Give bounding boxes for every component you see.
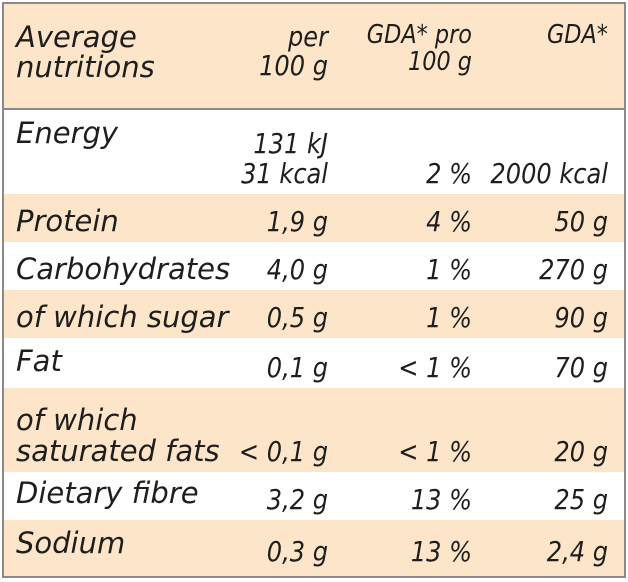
row-gdav-text: 90 g [554, 300, 608, 334]
row-gda: 13 % [352, 472, 472, 520]
table-header: Average nutritions per 100 g GDA* pro 10… [4, 4, 624, 110]
row-label-text: Protein [16, 203, 119, 238]
row-gda-text: 1 % [426, 252, 472, 286]
row-per: < 0,1 g [233, 388, 328, 472]
header-gda-line2: 100 g [408, 47, 472, 78]
row-gda: 1 % [352, 290, 472, 338]
row-per-text: 0,3 g [266, 534, 328, 568]
row-gda-text: 13 % [410, 482, 472, 516]
row-gdav-text: 25 g [554, 482, 608, 516]
row-per: 1,9 g [233, 194, 328, 242]
row-gda-text: 1 % [426, 300, 472, 334]
row-gdav-text: 2000 kcal [490, 156, 608, 190]
header-label-line1: Average [16, 20, 137, 54]
row-per-text: 1,9 g [266, 204, 328, 238]
table-row-energy: Energy 131 kJ 31 kcal 2 % 2000 kcal [4, 110, 624, 194]
row-gda: 13 % [352, 520, 472, 576]
row-per-line2: 31 kcal [241, 156, 328, 190]
row-per-text: 3,2 g [266, 482, 328, 516]
table-row-fat: Fat 0,1 g < 1 % 70 g [4, 338, 624, 388]
row-per: 131 kJ 31 kcal [233, 110, 328, 194]
row-gdav: 2000 kcal [488, 110, 608, 194]
table-row-protein: Protein 1,9 g 4 % 50 g [4, 194, 624, 242]
row-per-text: < 0,1 g [238, 434, 328, 468]
row-label: Sodium [16, 520, 256, 576]
row-label: Dietary fibre [16, 472, 256, 520]
row-per: 3,2 g [233, 472, 328, 520]
row-gda: 4 % [352, 194, 472, 242]
row-label-line1: of which [16, 403, 138, 438]
row-label-line2: saturated fats [16, 433, 220, 468]
row-gdav: 2,4 g [488, 520, 608, 576]
row-gdav-text: 20 g [554, 434, 608, 468]
table-row-sodium: Sodium 0,3 g 13 % 2,4 g [4, 520, 624, 576]
row-label-text: Fat [16, 344, 62, 378]
row-gda-text: 13 % [410, 534, 472, 568]
row-gdav: 50 g [488, 194, 608, 242]
row-gdav: 20 g [488, 388, 608, 472]
row-label: Fat [16, 338, 256, 388]
header-gda: GDA* pro 100 g [352, 4, 472, 108]
table-row-sugar: of which sugar 0,5 g 1 % 90 g [4, 290, 624, 338]
row-gdav: 90 g [488, 290, 608, 338]
header-label-line2: nutritions [16, 50, 155, 85]
row-gdav: 70 g [488, 338, 608, 388]
header-gdav-text: GDA* [546, 20, 608, 50]
row-per-text: 4,0 g [266, 252, 328, 286]
row-gdav-text: 2,4 g [546, 534, 608, 568]
header-per-line1: per [287, 20, 328, 53]
row-per-text: 0,1 g [266, 350, 328, 384]
row-gdav-text: 50 g [554, 204, 608, 238]
table-row-saturated-fats: of which saturated fats < 0,1 g < 1 % 20… [4, 388, 624, 472]
row-label: of which saturated fats [16, 388, 256, 472]
row-per: 0,1 g [233, 338, 328, 388]
row-gda-text: < 1 % [398, 434, 472, 468]
row-gda-text: 2 % [426, 156, 472, 190]
row-gdav-text: 70 g [554, 350, 608, 384]
header-gda-line1: GDA* pro [366, 20, 472, 50]
row-gdav-text: 270 g [539, 252, 608, 286]
row-gdav: 270 g [488, 242, 608, 290]
row-gda-text: < 1 % [398, 350, 472, 384]
row-label: of which sugar [16, 290, 256, 338]
row-per: 0,3 g [233, 520, 328, 576]
row-per-text: 0,5 g [266, 300, 328, 334]
row-per: 0,5 g [233, 290, 328, 338]
header-per-line2: 100 g [259, 49, 328, 83]
row-label: Protein [16, 194, 256, 242]
row-label-text: Sodium [16, 525, 126, 560]
row-label-text: of which sugar [16, 299, 229, 334]
row-gdav: 25 g [488, 472, 608, 520]
table-row-dietary-fibre: Dietary fibre 3,2 g 13 % 25 g [4, 472, 624, 520]
header-label: Average nutritions [16, 4, 256, 108]
row-gda-text: 4 % [426, 204, 472, 238]
table-row-carbohydrates: Carbohydrates 4,0 g 1 % 270 g [4, 242, 624, 290]
row-label-text: Energy [16, 116, 119, 150]
row-label-text: Dietary fibre [16, 475, 199, 510]
row-per: 4,0 g [233, 242, 328, 290]
row-gda: 1 % [352, 242, 472, 290]
row-per-line1: 131 kJ [253, 127, 328, 161]
row-gda: < 1 % [352, 388, 472, 472]
row-label-text: Carbohydrates [16, 251, 231, 286]
row-label: Carbohydrates [16, 242, 256, 290]
row-gda: < 1 % [352, 338, 472, 388]
header-gdav: GDA* [488, 4, 608, 108]
row-gda: 2 % [352, 110, 472, 194]
header-per: per 100 g [233, 4, 328, 108]
row-label: Energy [16, 110, 256, 194]
